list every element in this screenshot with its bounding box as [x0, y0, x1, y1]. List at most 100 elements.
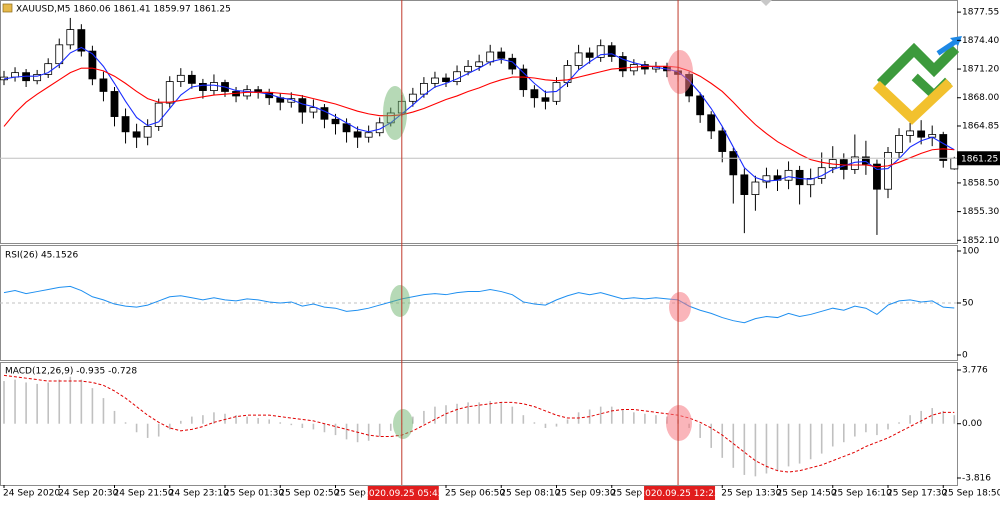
candle-body — [431, 77, 439, 84]
macd-bar — [36, 383, 38, 424]
x-tick-label: 25 Sep 18:50 — [942, 489, 1000, 499]
symbol-icon — [2, 3, 13, 13]
candle-body — [198, 82, 207, 91]
moving-average — [3, 65, 955, 168]
candle-body — [729, 151, 738, 176]
macd-bar — [721, 423, 724, 458]
macd-bar — [312, 423, 315, 430]
macd-bar — [367, 423, 370, 441]
candle-body — [596, 45, 605, 58]
panel-title: XAUUSD,M5 1860.06 1861.41 1859.97 1861.2… — [16, 5, 231, 15]
last-price-label: 1861.25 — [961, 154, 998, 164]
candle-body — [187, 74, 196, 84]
macd-bar — [920, 410, 922, 424]
macd-bar — [301, 423, 304, 428]
macd-bar — [710, 423, 712, 448]
macd-bar — [644, 413, 646, 424]
x-tick-label: 25 Sep 06:50 — [445, 489, 505, 499]
candle-body — [574, 52, 583, 66]
candle-body — [364, 132, 373, 138]
macd-bar — [953, 415, 956, 424]
macd-bar — [80, 379, 83, 424]
candle-body — [508, 57, 517, 70]
signal-highlight — [667, 50, 693, 94]
x-tick-label: 25 Sep 1 — [611, 489, 651, 499]
logo-blue — [950, 36, 962, 46]
macd-bar — [3, 381, 5, 424]
y-tick-label: 1858.50 — [962, 178, 999, 188]
macd-bar — [323, 423, 326, 433]
candle-body — [475, 61, 484, 67]
label-layer: 1877.55 1874.40 1871.20 1868.00 1864.85 1858.… — [3, 5, 1000, 500]
y-tick-label: 3.776 — [962, 365, 988, 375]
macd-bar — [246, 416, 248, 424]
y-tick-label: 100 — [962, 246, 979, 256]
candle-body — [442, 77, 450, 82]
macd-bar — [356, 423, 359, 443]
macd-bar — [876, 423, 878, 436]
macd-bar — [743, 423, 746, 475]
scroll-marker — [760, 0, 772, 6]
candle-body — [784, 169, 793, 181]
macd-bar — [599, 406, 602, 424]
candle-body — [165, 81, 174, 104]
macd-bar — [412, 416, 414, 424]
macd-bar — [180, 420, 182, 424]
macd-bar — [533, 422, 536, 424]
candle-body — [154, 102, 163, 127]
macd-bar — [732, 423, 735, 468]
candle-body — [696, 95, 705, 116]
main-panel — [0, 0, 958, 244]
macd-bar — [887, 423, 889, 430]
macd-bar — [102, 398, 105, 424]
signal-highlight — [390, 285, 410, 317]
x-tick-label: 25 Sep 01:30 — [224, 489, 284, 499]
macd-bar — [434, 406, 436, 424]
macd-bar — [566, 419, 569, 424]
macd-bar — [843, 423, 845, 443]
macd-bar — [423, 410, 425, 424]
x-tick-label: 24 Sep 20:30 — [58, 489, 118, 499]
macd-bar — [776, 423, 779, 471]
crosshair-box — [367, 486, 439, 500]
y-tick-label: 0.00 — [962, 419, 982, 429]
y-tick-label: 1868.00 — [962, 93, 999, 103]
macd-bar — [14, 379, 16, 424]
candle-body — [77, 29, 86, 52]
macd-bar — [765, 423, 768, 474]
indicator-line — [3, 285, 955, 324]
macd-bar — [809, 423, 812, 460]
crosshair-label: 2020.09.25 12:25 — [639, 489, 719, 499]
logo — [872, 36, 962, 125]
candle-body — [541, 97, 550, 102]
macd-bar — [146, 423, 149, 438]
macd-bar — [202, 415, 204, 424]
candle-body — [873, 163, 881, 190]
candle-body — [88, 50, 97, 80]
y-tick-label: 1855.30 — [962, 207, 999, 217]
macd-bar — [191, 416, 193, 424]
macd-bar — [931, 408, 933, 424]
macd-bar — [489, 400, 491, 424]
candle-body — [707, 114, 716, 132]
macd-bar — [909, 415, 911, 424]
candle-body — [497, 51, 506, 59]
macd-bar — [511, 406, 514, 424]
macd-bar — [898, 422, 900, 424]
signal-highlight — [383, 86, 407, 140]
signal-highlight — [666, 405, 692, 441]
y-tick-label: 1871.20 — [962, 65, 999, 75]
moving-average — [3, 46, 955, 182]
y-tick-label: 1864.85 — [962, 121, 999, 131]
candle-body — [33, 74, 42, 82]
macd-bar — [257, 418, 259, 424]
macd-bar — [58, 379, 61, 424]
candle-body — [66, 29, 75, 46]
candle-body — [143, 126, 152, 138]
candle-body — [607, 45, 616, 57]
macd-bar — [544, 423, 547, 428]
macd-bar — [699, 423, 701, 438]
candle-body — [132, 131, 141, 138]
macd-bar — [467, 402, 469, 424]
candle-body — [862, 156, 870, 165]
